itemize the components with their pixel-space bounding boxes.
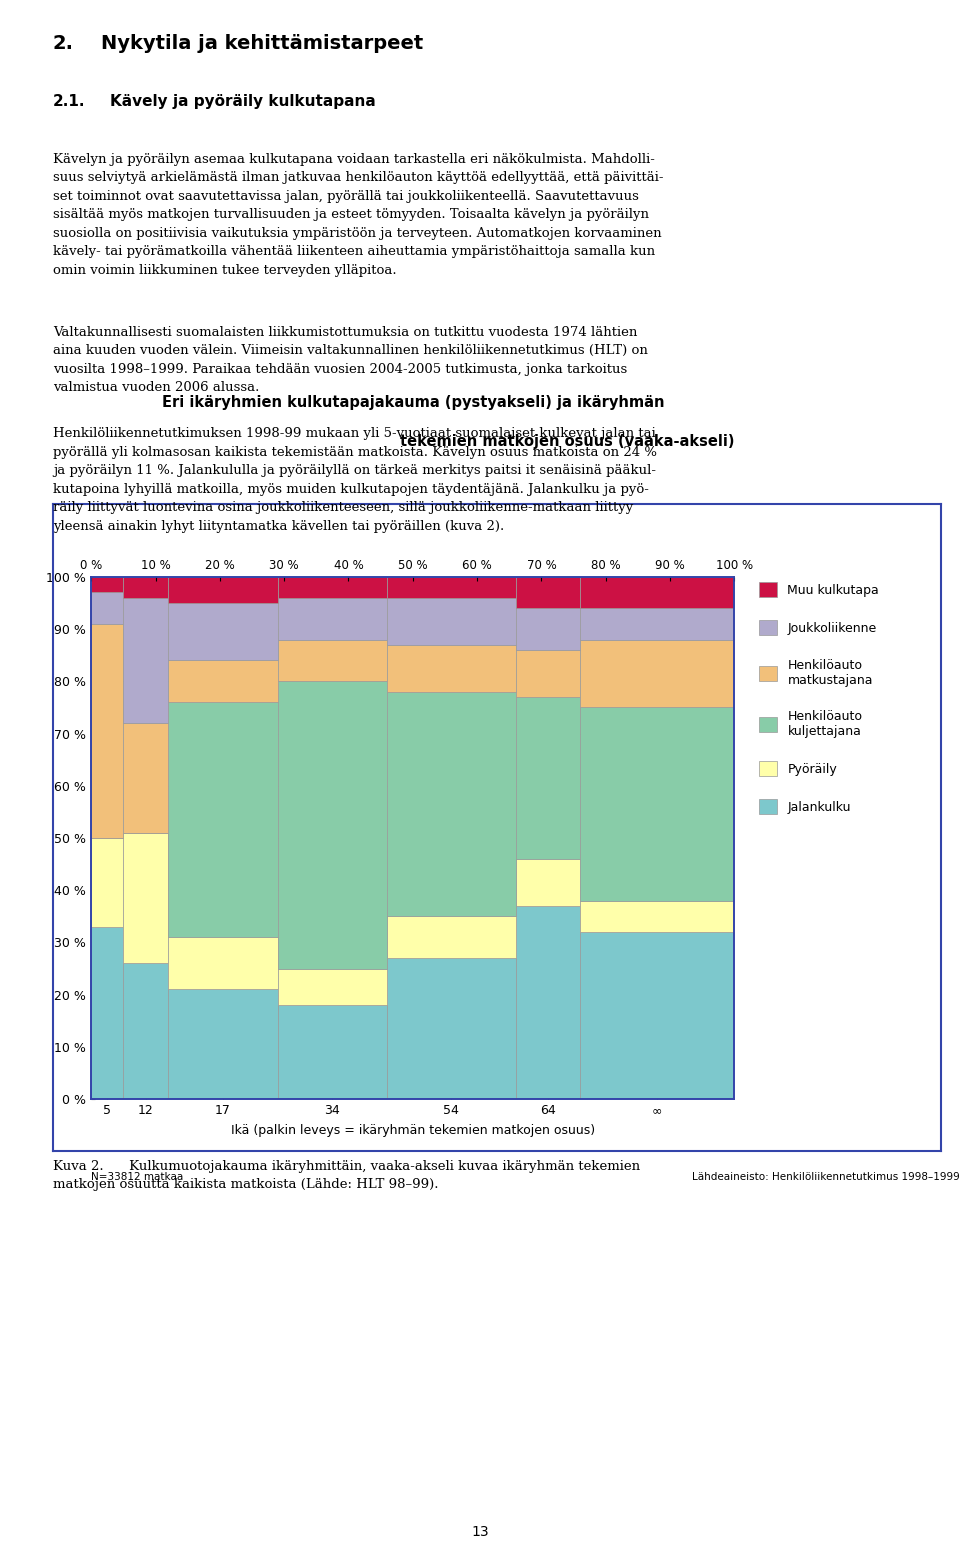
Bar bbox=[516, 650, 580, 697]
Bar bbox=[123, 597, 168, 723]
Bar bbox=[387, 959, 516, 1099]
Bar bbox=[123, 963, 168, 1099]
Text: Eri ikäryhmien kulkutapajakauma (pystyakseli) ja ikäryhmän: Eri ikäryhmien kulkutapajakauma (pystyak… bbox=[161, 394, 664, 410]
Bar bbox=[580, 932, 734, 1099]
Bar bbox=[516, 608, 580, 650]
Bar bbox=[277, 577, 387, 597]
Text: 2.: 2. bbox=[53, 34, 74, 53]
Bar bbox=[277, 597, 387, 639]
Bar bbox=[91, 839, 123, 926]
Bar bbox=[580, 577, 734, 608]
Bar bbox=[580, 608, 734, 639]
Text: 13: 13 bbox=[471, 1525, 489, 1539]
Bar bbox=[387, 577, 516, 597]
Text: Kuva 2.      Kulkumuotojakauma ikäryhmittäin, vaaka-akseli kuvaa ikäryhmän tekem: Kuva 2. Kulkumuotojakauma ikäryhmittäin,… bbox=[53, 1160, 640, 1191]
Text: Henkilöliikennetutkimuksen 1998-99 mukaan yli 5-vuotiaat suomalaiset kulkevat ja: Henkilöliikennetutkimuksen 1998-99 mukaa… bbox=[53, 427, 657, 533]
Bar bbox=[580, 708, 734, 901]
Bar bbox=[91, 624, 123, 839]
Bar bbox=[168, 661, 277, 702]
Bar bbox=[580, 639, 734, 708]
Bar bbox=[516, 697, 580, 859]
Bar bbox=[123, 723, 168, 833]
Bar bbox=[123, 577, 168, 597]
Text: 2.1.: 2.1. bbox=[53, 94, 85, 109]
Bar bbox=[387, 917, 516, 959]
Text: Lähdeaineisto: Henkilöliikennetutkimus 1998–1999: Lähdeaineisto: Henkilöliikennetutkimus 1… bbox=[692, 1172, 959, 1182]
Bar bbox=[277, 968, 387, 1006]
Bar bbox=[91, 577, 123, 592]
Bar bbox=[168, 702, 277, 937]
Bar bbox=[387, 597, 516, 645]
Bar bbox=[168, 990, 277, 1099]
Bar bbox=[168, 577, 277, 603]
Legend: Muu kulkutapa, Joukkoliikenne, Henkilöauto
matkustajana, Henkilöauto
kuljettajan: Muu kulkutapa, Joukkoliikenne, Henkilöau… bbox=[754, 577, 884, 820]
Bar bbox=[516, 906, 580, 1099]
Text: Valtakunnallisesti suomalaisten liikkumistottumuksia on tutkittu vuodesta 1974 l: Valtakunnallisesti suomalaisten liikkumi… bbox=[53, 326, 648, 394]
Bar bbox=[123, 833, 168, 963]
Bar bbox=[168, 937, 277, 990]
Bar bbox=[168, 603, 277, 661]
Bar bbox=[277, 1006, 387, 1099]
Bar bbox=[277, 639, 387, 681]
X-axis label: Ikä (palkin leveys = ikäryhmän tekemien matkojen osuus): Ikä (palkin leveys = ikäryhmän tekemien … bbox=[230, 1124, 595, 1137]
Text: tekemien matkojen osuus (vaaka-akseli): tekemien matkojen osuus (vaaka-akseli) bbox=[400, 433, 734, 449]
Text: Kävelyn ja pyöräilyn asemaa kulkutapana voidaan tarkastella eri näkökulmista. Ma: Kävelyn ja pyöräilyn asemaa kulkutapana … bbox=[53, 153, 663, 278]
Bar bbox=[516, 859, 580, 906]
Bar bbox=[580, 901, 734, 932]
Text: N=33812 matkaa: N=33812 matkaa bbox=[91, 1172, 183, 1182]
Bar bbox=[387, 645, 516, 692]
Bar bbox=[516, 577, 580, 608]
Bar bbox=[91, 592, 123, 624]
Bar bbox=[387, 692, 516, 917]
Bar bbox=[277, 681, 387, 968]
Bar bbox=[91, 926, 123, 1099]
Text: Nykytila ja kehittämistarpeet: Nykytila ja kehittämistarpeet bbox=[101, 34, 423, 53]
Text: Kävely ja pyöräily kulkutapana: Kävely ja pyöräily kulkutapana bbox=[110, 94, 376, 109]
